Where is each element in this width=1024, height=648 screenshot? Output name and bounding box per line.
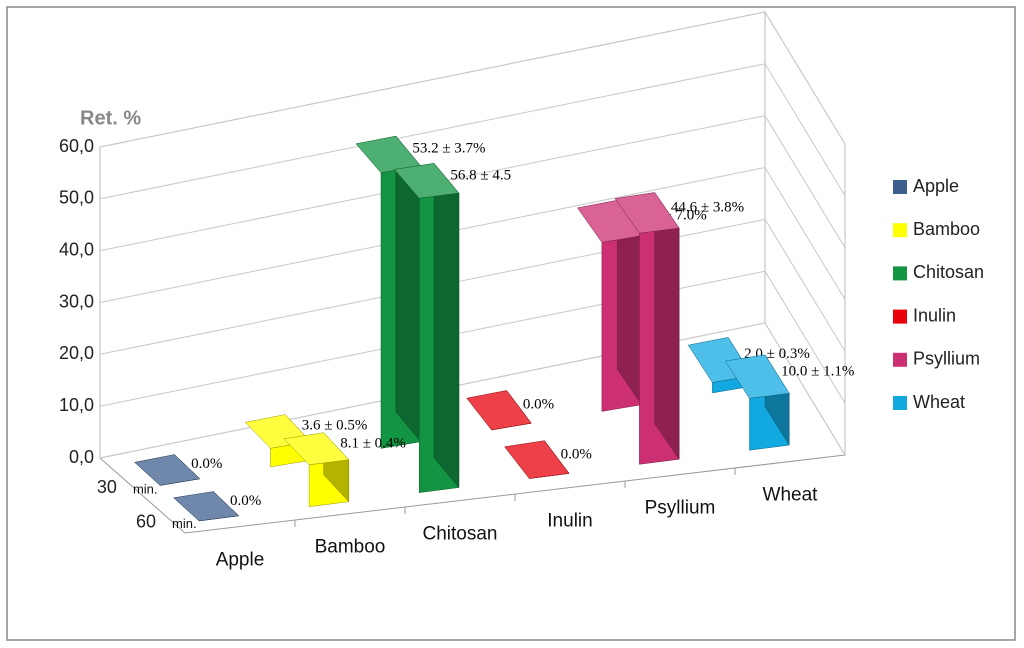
- grid-line: [99, 63, 846, 200]
- grid-line: [99, 270, 846, 407]
- legend-label: Bamboo: [913, 219, 980, 239]
- legend-swatch: [893, 180, 907, 194]
- y-tick-label: 10,0: [59, 395, 94, 415]
- value-label: 56.8 ± 4.5: [450, 168, 511, 184]
- bar-top: [466, 390, 532, 431]
- legend-swatch: [893, 223, 907, 238]
- grid-line: [99, 115, 846, 252]
- grid-line: [99, 218, 846, 355]
- depth-unit: min.: [133, 482, 158, 497]
- grid-line: [99, 166, 846, 303]
- bar-top: [283, 432, 350, 466]
- value-label: 8.1 ± 0.4%: [340, 436, 406, 452]
- y-axis-title: Ret. %: [80, 107, 141, 129]
- value-label: 0.0%: [191, 456, 222, 472]
- value-label: 3.6 ± 0.5%: [302, 418, 368, 434]
- bar-top: [614, 192, 680, 234]
- legend-swatch: [893, 266, 907, 281]
- grid-line: [99, 11, 846, 148]
- y-tick-label: 20,0: [59, 343, 94, 363]
- legend-label: Apple: [913, 176, 959, 196]
- bar-top: [134, 454, 201, 486]
- y-tick-label: 60,0: [59, 136, 94, 156]
- depth-label: 30: [97, 477, 117, 497]
- bar-top: [504, 440, 570, 479]
- x-tick-label: Bamboo: [315, 537, 386, 558]
- value-label: 44.6 ± 3.8%: [671, 200, 744, 216]
- y-tick-label: 0,0: [69, 447, 94, 467]
- bar-side: [433, 162, 460, 489]
- bar-top: [173, 491, 240, 522]
- bar-top: [393, 163, 460, 199]
- x-tick-label: Wheat: [763, 485, 819, 506]
- legend-swatch: [893, 396, 907, 410]
- legend-label: Wheat: [913, 392, 965, 412]
- legend-label: Inulin: [913, 305, 956, 325]
- bar-top: [724, 354, 790, 399]
- x-tick-label: Psyllium: [645, 498, 716, 519]
- value-label: 10.0 ± 1.1%: [781, 364, 854, 380]
- depth-label: 60: [136, 512, 156, 532]
- x-tick-label: Apple: [216, 550, 265, 571]
- bar-side: [654, 191, 680, 461]
- y-tick-label: 30,0: [59, 291, 94, 311]
- y-tick-label: 40,0: [59, 239, 94, 259]
- legend-swatch: [893, 352, 907, 367]
- x-tick-label: Chitosan: [423, 524, 498, 545]
- value-label: 0.0%: [561, 446, 592, 462]
- legend-label: Chitosan: [913, 262, 984, 282]
- value-label: 53.2 ± 3.7%: [412, 141, 485, 157]
- floor-left-edge: [99, 457, 186, 534]
- chart-border: [6, 6, 1016, 641]
- value-label: 0.0%: [230, 493, 261, 509]
- x-tick-label: Inulin: [547, 511, 592, 532]
- y-tick-label: 50,0: [59, 188, 94, 208]
- legend-label: Psyllium: [913, 349, 980, 369]
- value-label: 0.0%: [523, 396, 554, 412]
- grid-line: [99, 322, 846, 459]
- depth-unit: min.: [172, 516, 197, 531]
- legend-swatch: [893, 309, 907, 324]
